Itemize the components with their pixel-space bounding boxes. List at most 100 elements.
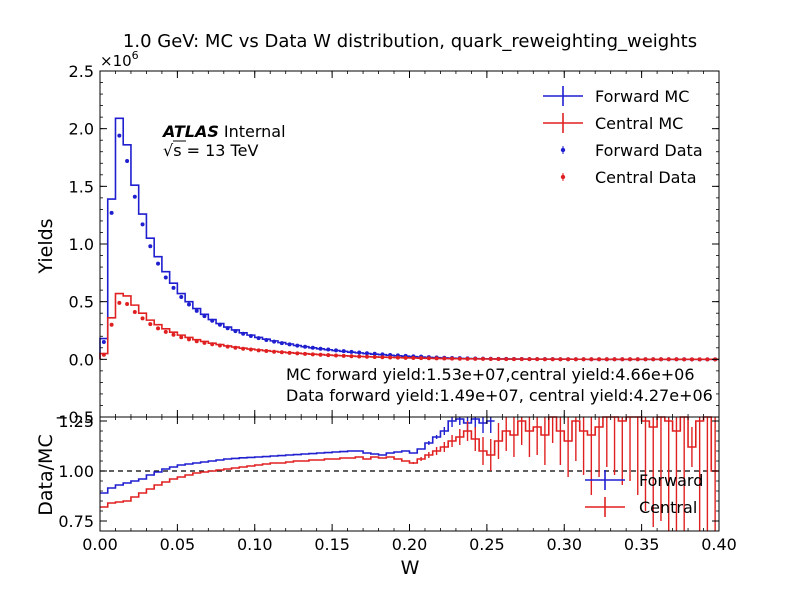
x-tick-label: 0.00 xyxy=(82,535,118,554)
forward-data-point xyxy=(326,347,331,352)
central-data-point xyxy=(612,357,617,362)
central-data-point xyxy=(101,352,106,357)
central-data-point xyxy=(318,352,323,357)
central-data-point xyxy=(132,310,137,315)
forward-data-point xyxy=(341,349,346,354)
central-data-point xyxy=(504,357,509,362)
central-data-point xyxy=(171,332,176,337)
y-tick-label: 2.0 xyxy=(69,120,94,139)
central-data-point xyxy=(658,357,663,362)
legend-forward-mc-label: Forward MC xyxy=(595,87,689,106)
central-data-point xyxy=(217,343,222,348)
forward-data-point xyxy=(101,340,106,345)
central-data-point xyxy=(496,357,501,362)
central-data-point xyxy=(419,356,424,361)
y-multiplier-exponent: 6 xyxy=(132,49,139,62)
forward-data-point xyxy=(163,275,168,280)
central-data-point xyxy=(179,335,184,340)
chart-title: 1.0 GeV: MC vs Data W distribution, quar… xyxy=(123,31,697,52)
central-data-point xyxy=(256,348,261,353)
central-data-point xyxy=(542,357,547,362)
central-data-point xyxy=(380,355,385,360)
central-data-point xyxy=(333,353,338,358)
main-panel: −0.5 0.0 0.5 1.0 1.5 2.0 2.5 Yields ×106 ATLAS… xyxy=(35,49,720,427)
central-data-point xyxy=(395,355,400,360)
central-data-point xyxy=(488,356,493,361)
forward-ratio-step xyxy=(100,418,495,494)
forward-data-point xyxy=(264,337,269,342)
legend-central-mc-label: Central MC xyxy=(595,114,683,133)
y-tick-label: −0.5 xyxy=(55,408,94,427)
forward-data-point xyxy=(357,350,362,355)
ratio-panel: 0.00 0.05 0.10 0.15 0.20 0.25 0.30 0.35 0.40 0.75… xyxy=(35,412,737,579)
forward-data-point xyxy=(248,334,253,339)
central-data-point xyxy=(364,354,369,359)
forward-data-point xyxy=(132,194,137,199)
forward-data-point xyxy=(380,352,385,357)
y-tick-label: 0.5 xyxy=(69,293,94,312)
central-data-point xyxy=(682,357,687,362)
data-yield-annotation: Data forward yield:1.49e+07, central yie… xyxy=(286,386,713,405)
y-tick-label: 1.0 xyxy=(69,235,94,254)
legend-forward-data-label: Forward Data xyxy=(595,141,703,160)
forward-data-point xyxy=(295,343,300,348)
central-data-point xyxy=(566,357,571,362)
central-data-point xyxy=(272,349,277,354)
central-data-point xyxy=(519,357,524,362)
central-data-point xyxy=(589,357,594,362)
central-data-point xyxy=(310,352,315,357)
ratio-legend: Forward Central xyxy=(585,470,703,517)
forward-data-point xyxy=(372,351,377,356)
forward-data-point xyxy=(202,314,207,319)
central-data-point xyxy=(442,356,447,361)
forward-data-point xyxy=(272,339,277,344)
x-tick-label: 0.20 xyxy=(392,535,428,554)
central-data-point xyxy=(248,347,253,352)
energy-value: = 13 TeV xyxy=(182,141,259,160)
central-data-point xyxy=(225,344,230,349)
central-data-point xyxy=(473,356,478,361)
central-data-point xyxy=(666,357,671,362)
central-data-point xyxy=(140,316,145,321)
forward-data-point xyxy=(109,210,114,215)
forward-data-point xyxy=(318,346,323,351)
central-data-point xyxy=(202,340,207,345)
central-data-point xyxy=(194,339,199,344)
forward-data-point xyxy=(225,326,230,331)
x-tick-label: 0.30 xyxy=(546,535,582,554)
central-data-point xyxy=(465,356,470,361)
central-data-point xyxy=(148,322,153,327)
central-data-point xyxy=(156,326,161,331)
central-data-point xyxy=(511,357,516,362)
atlas-experiment-label: ATLAS xyxy=(161,122,219,141)
central-data-point xyxy=(558,357,563,362)
central-data-point xyxy=(341,353,346,358)
mc-yield-annotation: MC forward yield:1.53e+07,central yield:… xyxy=(286,365,695,384)
atlas-status-label: Internal xyxy=(224,122,286,141)
central-data-point xyxy=(457,356,462,361)
energy-sqrt-s: √s xyxy=(163,141,182,160)
ratio-y-tick-label: 1.25 xyxy=(58,412,94,431)
forward-data-point xyxy=(333,348,338,353)
central-data-point xyxy=(573,357,578,362)
central-data-point xyxy=(326,353,331,358)
forward-data-point xyxy=(233,329,238,334)
central-data-point xyxy=(210,342,215,347)
central-data-point xyxy=(705,357,710,362)
forward-data-point xyxy=(241,331,246,336)
central-data-point xyxy=(303,351,308,356)
central-data-point xyxy=(550,357,555,362)
forward-data-point xyxy=(148,244,153,249)
forward-data-point xyxy=(194,308,199,313)
central-data-point xyxy=(388,355,393,360)
x-tick-label: 0.25 xyxy=(469,535,505,554)
central-data-point xyxy=(403,355,408,360)
central-data-point xyxy=(163,329,168,334)
ratio-y-axis-label: Data/MC xyxy=(35,434,57,515)
x-tick-label: 0.35 xyxy=(624,535,660,554)
central-ratio-step xyxy=(100,416,719,508)
y-multiplier-base: ×10 xyxy=(100,52,132,70)
ratio-legend-central-label: Central xyxy=(639,498,697,517)
ratio-y-tick-label: 0.75 xyxy=(58,512,94,531)
